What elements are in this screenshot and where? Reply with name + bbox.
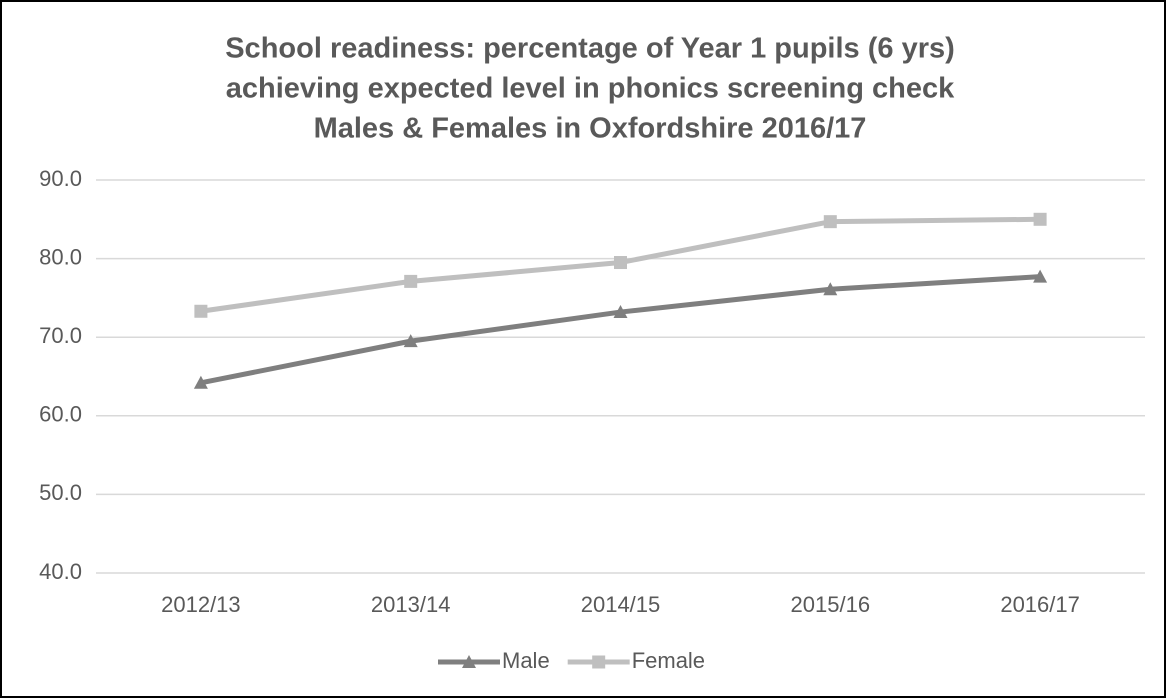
y-tick-label: 60.0 (39, 402, 82, 427)
legend-label: Male (502, 648, 550, 673)
y-tick-label: 90.0 (39, 166, 82, 191)
chart-title: School readiness: percentage of Year 1 p… (225, 33, 955, 65)
chart-title: achieving expected level in phonics scre… (226, 73, 955, 105)
point-marker (823, 282, 838, 296)
x-tick-label: 2014/15 (581, 592, 661, 617)
x-tick-label: 2015/16 (791, 592, 871, 617)
point-marker (614, 256, 627, 270)
point-marker (1033, 269, 1048, 283)
point-marker (194, 304, 208, 318)
point-marker (1033, 212, 1047, 226)
x-tick-label: 2013/14 (371, 592, 451, 617)
legend-label: Female (632, 648, 705, 673)
point-marker (403, 334, 418, 348)
y-tick-label: 80.0 (39, 244, 82, 269)
point-marker (823, 215, 837, 229)
y-tick-label: 50.0 (39, 480, 82, 505)
x-tick-label: 2016/17 (1000, 592, 1080, 617)
chart-title: Males & Females in Oxfordshire 2016/17 (314, 113, 867, 145)
y-tick-label: 40.0 (39, 559, 82, 584)
legend-marker (592, 655, 606, 669)
legend-marker (462, 655, 476, 668)
point-marker (193, 375, 208, 389)
point-marker (404, 274, 418, 288)
point-marker (613, 305, 628, 319)
x-tick-label: 2012/13 (161, 592, 241, 617)
y-tick-label: 70.0 (39, 323, 82, 348)
